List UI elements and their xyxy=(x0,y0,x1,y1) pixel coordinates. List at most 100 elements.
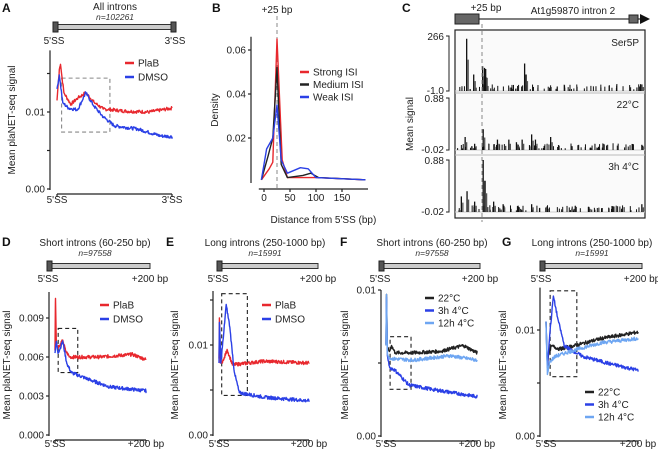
x-tick-label: +200 bp xyxy=(128,439,165,450)
signal-bar xyxy=(573,88,575,91)
y-axis-label: Density xyxy=(210,93,221,126)
signal-bar xyxy=(556,207,558,212)
series-line-dmso xyxy=(56,74,173,139)
signal-peak xyxy=(483,67,486,91)
panel-label: C xyxy=(402,1,411,15)
track-label: Ser5P xyxy=(611,38,639,49)
signal-bar xyxy=(603,143,605,150)
legend-label: Medium ISI xyxy=(313,80,364,91)
signal-bar xyxy=(543,88,545,91)
signal-peak xyxy=(474,81,476,91)
gene-right-label: 3'SS xyxy=(165,36,186,47)
y-axis-label: Mean plaNET-seq signal xyxy=(498,311,509,420)
signal-peak xyxy=(474,143,476,150)
series-line-3h-4-c xyxy=(545,295,639,372)
sample-count: n=15991 xyxy=(248,248,282,258)
signal-bar xyxy=(509,87,511,91)
x-tick-label: 3'SS xyxy=(162,195,183,206)
signal-bar xyxy=(496,144,498,150)
signal-bar xyxy=(568,207,570,212)
signal-bar xyxy=(584,147,586,150)
x-tick-label: +200 bp xyxy=(459,439,496,450)
signal-bar xyxy=(611,87,613,91)
signal-bar xyxy=(604,86,606,91)
signal-bar xyxy=(599,144,601,150)
y-axis-label: Mean plaNET-seq signal xyxy=(170,311,181,420)
signal-bar xyxy=(536,205,538,212)
signal-peak xyxy=(481,66,484,91)
signal-bar xyxy=(590,147,592,150)
sample-count: n=102261 xyxy=(96,12,134,22)
signal-bar xyxy=(463,86,465,91)
legend-label: Weak ISI xyxy=(313,93,353,104)
signal-bar xyxy=(521,86,523,91)
signal-bar xyxy=(617,206,619,212)
signal-peak xyxy=(526,81,529,91)
signal-bar xyxy=(498,207,500,212)
signal-peak xyxy=(517,145,519,150)
signal-bar xyxy=(541,148,543,150)
legend-label: 12h 4°C xyxy=(438,319,474,330)
signal-bar xyxy=(619,206,621,212)
y-axis-label: Mean plaNET-seq signal xyxy=(7,66,18,175)
signal-bar xyxy=(631,143,633,150)
panel-title: Long introns (250-1000 bp) xyxy=(205,238,326,249)
signal-bar xyxy=(629,85,631,91)
signal-bar xyxy=(461,148,463,150)
track-min-label: -0.02 xyxy=(421,207,444,218)
y-axis-label: Mean signal xyxy=(405,97,416,151)
y-tick-label: 0.04 xyxy=(227,90,247,101)
y-tick-label: 0.01 xyxy=(357,286,377,297)
intron-bar xyxy=(47,263,151,269)
signal-peak xyxy=(482,129,484,150)
signal-bar xyxy=(630,210,632,212)
gene-left-label: 5'SS xyxy=(370,274,391,285)
series-line-3h-4-c xyxy=(385,296,478,399)
legend-label: 12h 4°C xyxy=(598,413,634,424)
gene-left-label: 5'SS xyxy=(208,274,229,285)
signal-peak xyxy=(466,142,468,150)
signal-bar xyxy=(545,207,547,212)
gene-right-label: +200 bp xyxy=(300,274,337,285)
x-axis-label: Distance from 5'SS (bp) xyxy=(270,215,376,226)
signal-bar xyxy=(616,145,618,150)
signal-bar xyxy=(612,143,614,150)
signal-bar xyxy=(555,88,557,91)
panel-g: G Long introns (250-1000 bp)n=15991 5'SS +2… xyxy=(498,235,658,450)
signal-bar xyxy=(491,84,493,91)
signal-bar xyxy=(469,88,471,91)
series-line-22-c xyxy=(545,321,639,368)
series-line-plab xyxy=(56,63,173,115)
signal-bar xyxy=(518,148,520,150)
signal-bar xyxy=(525,210,527,212)
exon-block xyxy=(170,21,177,33)
signal-peak xyxy=(502,204,504,212)
signal-bar xyxy=(493,89,495,91)
signal-bar xyxy=(571,146,573,150)
signal-bar xyxy=(576,86,578,91)
signal-bar xyxy=(505,145,507,150)
signal-bar xyxy=(566,205,568,212)
gene-left-label: 5'SS xyxy=(531,274,552,285)
signal-bar xyxy=(567,87,569,91)
signal-peak xyxy=(515,142,518,150)
signal-bar xyxy=(571,206,573,212)
signal-bar xyxy=(558,208,560,212)
series-line-dmso xyxy=(218,303,310,403)
intron-bar xyxy=(53,24,176,30)
track-ser5p: 266 -1.0 Ser5P xyxy=(427,32,645,97)
y-tick-label: 0.01 xyxy=(26,108,46,119)
signal-bar xyxy=(521,209,523,212)
signal-bar xyxy=(589,147,591,150)
track-label: 22°C xyxy=(617,100,639,111)
signal-bar xyxy=(528,145,530,150)
signal-bar xyxy=(622,86,624,91)
signal-bar xyxy=(630,87,632,91)
signal-peak xyxy=(496,139,499,150)
signal-bar xyxy=(546,143,548,150)
track-3h-4-c: 0.88 -0.02 3h 4°C xyxy=(421,154,645,218)
x-tick-label: 50 xyxy=(284,193,296,204)
signal-bar xyxy=(500,209,502,212)
legend-label: DMSO xyxy=(138,73,168,84)
signal-bar xyxy=(606,145,608,150)
